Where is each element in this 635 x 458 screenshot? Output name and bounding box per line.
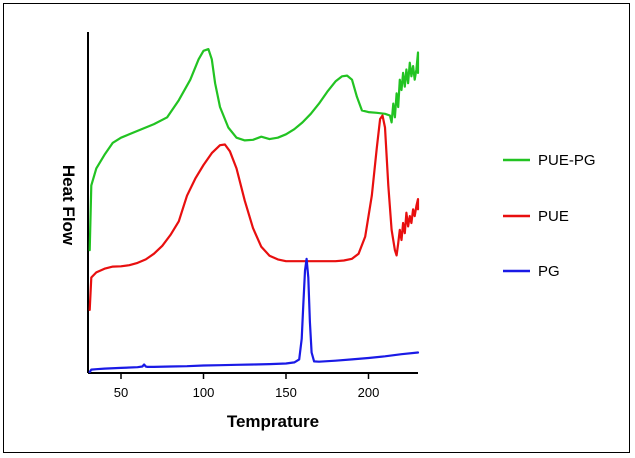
legend: PUE-PG PUE PG bbox=[503, 152, 596, 280]
x-tick-label-50: 50 bbox=[114, 385, 128, 400]
legend-label-pue-pg: PUE-PG bbox=[538, 152, 596, 169]
x-tick-label-100: 100 bbox=[193, 385, 215, 400]
series-line-pg bbox=[88, 257, 420, 374]
series-group bbox=[88, 48, 420, 374]
x-tick-label-200: 200 bbox=[358, 385, 380, 400]
x-tick-group: 50 100 150 200 bbox=[114, 373, 380, 400]
chart-border bbox=[3, 3, 630, 453]
legend-label-pg: PG bbox=[538, 263, 560, 280]
x-tick-label-150: 150 bbox=[275, 385, 297, 400]
legend-label-pue: PUE bbox=[538, 208, 569, 225]
y-axis-title: Heat Flow bbox=[59, 165, 78, 246]
plot-area bbox=[87, 32, 418, 374]
x-axis-title: Temprature bbox=[227, 412, 319, 431]
series-line-pue-pg bbox=[88, 48, 420, 252]
series-line-pue bbox=[88, 114, 420, 311]
